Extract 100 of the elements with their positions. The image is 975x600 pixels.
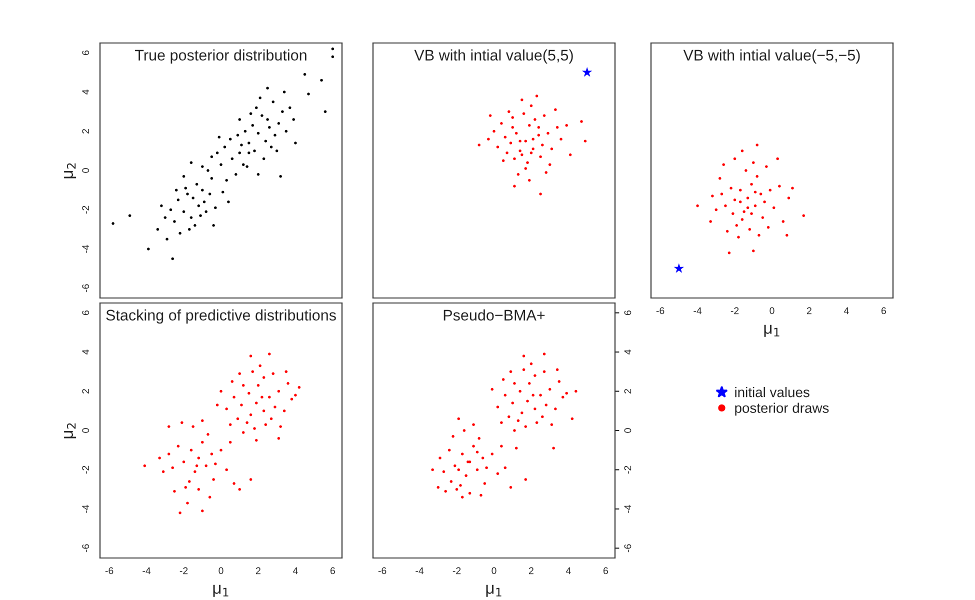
point: [492, 130, 496, 133]
point: [535, 94, 538, 98]
point: [737, 236, 740, 239]
point: [520, 153, 524, 156]
x-tick-label: 6: [330, 567, 335, 574]
y-tick-label: 0: [624, 428, 632, 433]
x-tick-label: 0: [770, 307, 774, 314]
x-tick-label: 0: [492, 567, 496, 574]
point: [518, 149, 522, 152]
y-tick-label: -4: [82, 504, 89, 513]
point: [513, 157, 516, 160]
x-tick-label: -6: [656, 307, 664, 314]
point: [541, 144, 544, 146]
point: [511, 126, 514, 129]
chart-title: Stacking of predictive distributions: [106, 309, 336, 324]
point: [782, 220, 785, 223]
point: [738, 200, 742, 204]
point: [768, 188, 772, 192]
point: [763, 200, 766, 204]
point: [502, 159, 505, 162]
point: [724, 204, 727, 208]
point: [759, 192, 762, 196]
x-tick-label: -4: [416, 567, 424, 574]
y-tick-label: -6: [82, 544, 90, 552]
point: [524, 140, 528, 142]
point: [674, 263, 684, 273]
point: [514, 132, 518, 135]
point: [742, 210, 746, 214]
y-tick-label: -2: [82, 206, 89, 214]
point: [733, 198, 736, 202]
y-tick-label: -6: [624, 544, 632, 552]
y-tick-label: 2: [624, 389, 632, 394]
point: [506, 151, 508, 154]
x-tick-label: 2: [529, 567, 534, 574]
point: [488, 114, 492, 117]
point: [748, 228, 752, 231]
point: [711, 194, 714, 198]
point: [542, 114, 546, 117]
x-axis-title: μ$_{1}$: [764, 324, 780, 337]
point: [520, 98, 524, 102]
point: [752, 250, 755, 252]
point: [772, 206, 776, 210]
y-tick-label: 4: [82, 350, 89, 355]
chart-title: VB with intial value(−5,−5): [683, 49, 860, 64]
x-tick-label: -6: [378, 567, 386, 574]
point: [754, 204, 757, 208]
point: [580, 120, 583, 123]
y-tick-label: 0: [82, 168, 90, 173]
point: [528, 124, 531, 127]
point: [802, 214, 806, 218]
point: [582, 67, 592, 77]
point: [733, 157, 736, 160]
point: [509, 142, 512, 144]
point: [776, 157, 779, 160]
point: [550, 148, 554, 150]
point: [511, 116, 514, 119]
point: [720, 192, 724, 196]
x-tick-label: 4: [844, 307, 849, 314]
point: [791, 186, 794, 190]
y-tick-label: -4: [624, 504, 632, 513]
point: [714, 208, 718, 212]
x-tick-label: 2: [807, 307, 812, 314]
point: [740, 149, 744, 152]
point: [554, 108, 557, 112]
x-tick-label: 4: [566, 567, 571, 574]
y-tick-label: -6: [82, 284, 90, 292]
point: [754, 190, 757, 194]
y-tick-label: 2: [82, 129, 89, 134]
x-axis-title: μ$_{1}$: [486, 584, 502, 597]
point: [539, 192, 542, 196]
point: [532, 148, 534, 150]
y-tick-label: -2: [82, 466, 89, 474]
point: [738, 188, 742, 192]
point: [537, 126, 540, 129]
x-tick-label: -2: [180, 567, 188, 574]
point: [528, 178, 531, 182]
y-tick-label: 6: [82, 50, 90, 56]
point: [709, 220, 712, 223]
point: [508, 110, 510, 114]
y-tick-label: -2: [624, 466, 632, 474]
point: [546, 132, 550, 135]
point: [758, 234, 760, 237]
point: [516, 173, 520, 176]
chart-title: True posterior distribution: [135, 49, 306, 64]
point: [584, 140, 587, 142]
point: [787, 196, 790, 200]
point: [732, 212, 734, 216]
point: [746, 196, 750, 200]
point: [526, 161, 529, 164]
point: [778, 184, 781, 188]
point: [534, 118, 536, 121]
point: [560, 138, 562, 141]
x-tick-label: -2: [730, 307, 739, 314]
point: [718, 176, 722, 180]
point: [518, 140, 522, 142]
point: [756, 174, 758, 178]
point: [752, 161, 755, 164]
point: [504, 136, 507, 139]
x-tick-label: 6: [603, 567, 608, 574]
x-axis-title: μ$_{1}$: [213, 584, 228, 597]
